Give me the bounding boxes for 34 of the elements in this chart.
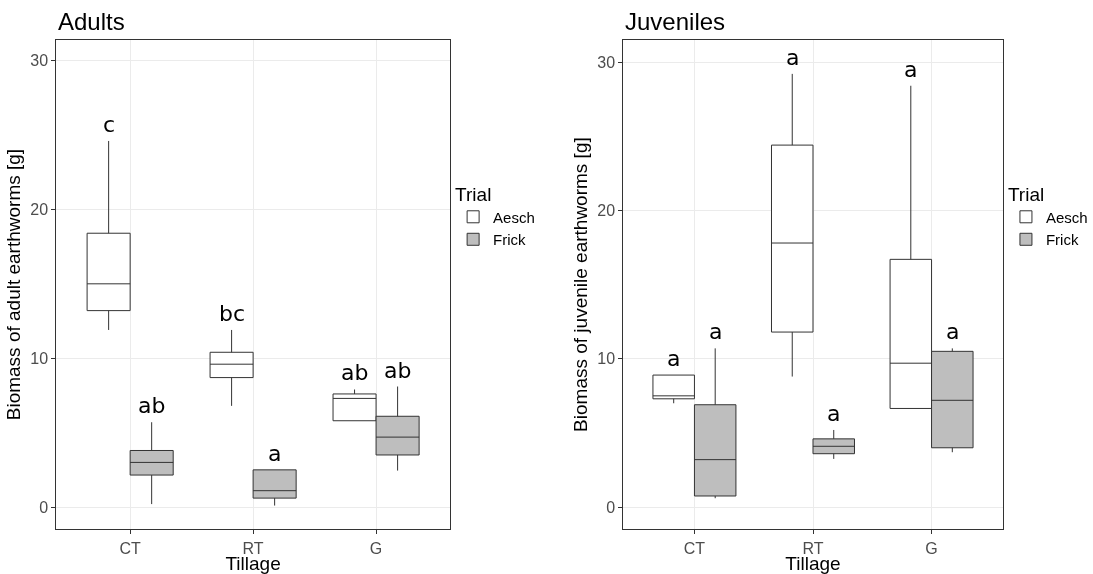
x-tick-label: CT <box>119 539 142 557</box>
legend-label: Aesch <box>493 208 535 226</box>
text: a <box>709 319 723 344</box>
y-axis-title: Biomass of juvenile earthworms [g] <box>570 137 592 432</box>
legend-title: Trial <box>455 183 492 205</box>
x-tick-label: G <box>369 539 383 557</box>
text: bc <box>219 301 246 326</box>
text: a <box>667 346 681 371</box>
legend-title: Trial <box>1007 183 1045 205</box>
text: c <box>103 112 116 137</box>
text: ab <box>384 358 412 383</box>
text: a <box>904 57 918 82</box>
y-tick-label: 20 <box>30 201 49 219</box>
text: a <box>946 319 960 344</box>
chart-title: Adults <box>58 8 125 35</box>
text: ab <box>138 393 166 418</box>
y-tick-label: 0 <box>606 498 616 516</box>
legend-label: Frick <box>493 231 527 249</box>
x-tick-label: G <box>925 539 938 557</box>
legend-label: Aesch <box>1045 208 1088 226</box>
y-tick-label: 10 <box>30 349 49 367</box>
y-tick-label: 10 <box>597 350 616 368</box>
x-tick-label: CT <box>683 539 706 557</box>
y-tick-label: 30 <box>30 52 49 70</box>
chart-title: Juveniles <box>625 8 726 35</box>
y-tick-label: 20 <box>597 201 616 219</box>
y-axis-title: Biomass of adult earthworms [g] <box>3 148 25 421</box>
text: ab <box>341 360 369 385</box>
text: a <box>827 401 841 426</box>
legend-label: Frick <box>1045 231 1079 249</box>
text: a <box>268 441 282 466</box>
y-tick-label: 30 <box>597 53 616 71</box>
y-tick-label: 0 <box>39 498 49 516</box>
text: a <box>786 45 800 70</box>
